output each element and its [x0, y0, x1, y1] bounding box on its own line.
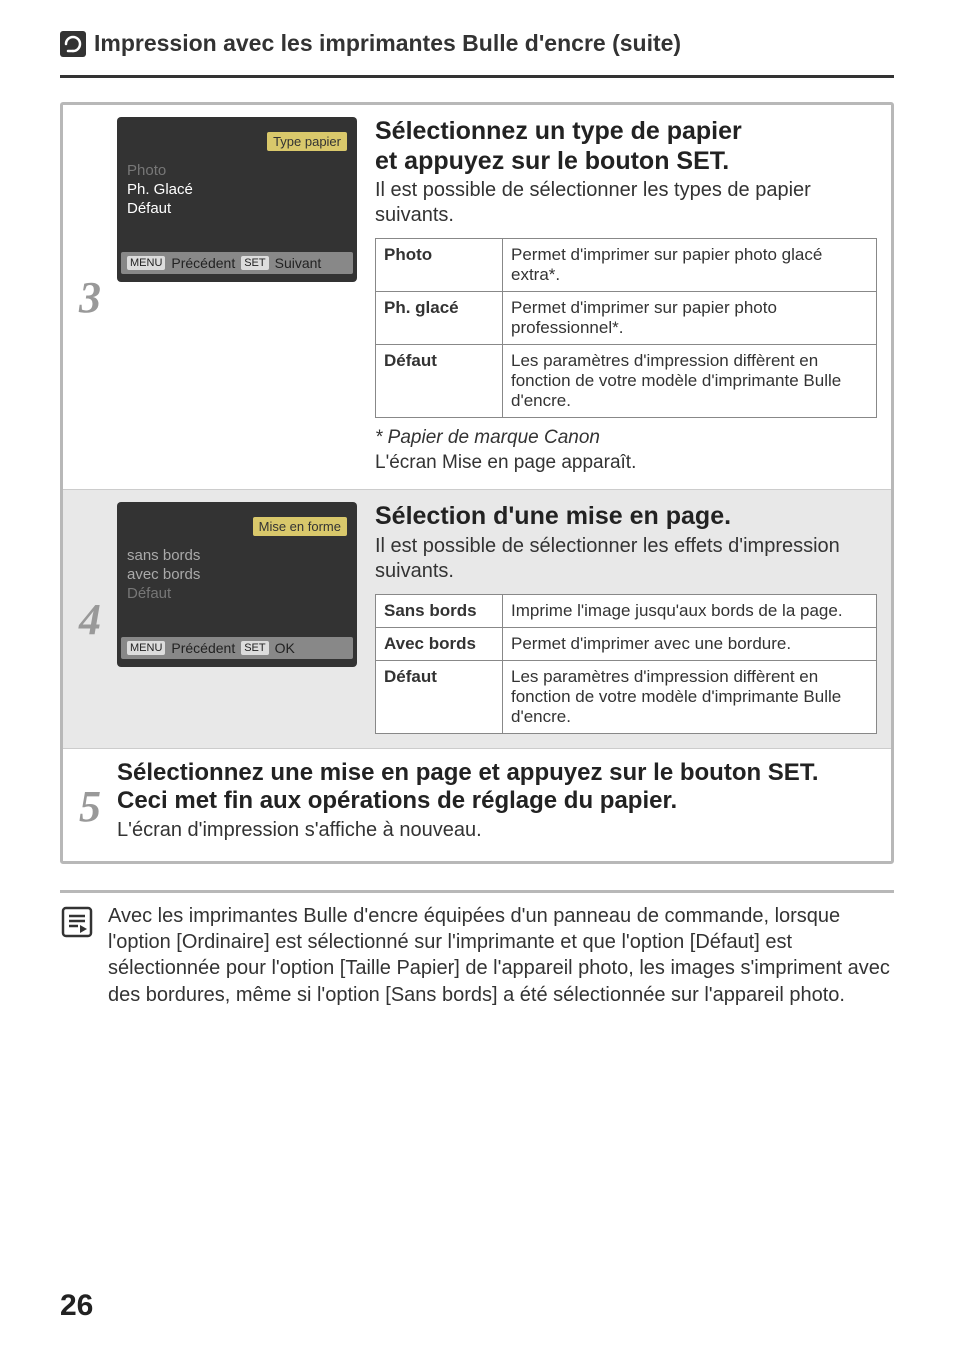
step-4-content: Sélection d'une mise en page. Il est pos… [375, 502, 877, 734]
step-5: 5 Sélectionnez une mise en page et appuy… [63, 749, 891, 861]
menu-pill: MENU [127, 256, 165, 270]
cell-val: Permet d'imprimer sur papier photo profe… [503, 292, 877, 345]
menu-pill: MENU [127, 641, 165, 655]
cell-val: Les paramètres d'impression diffèrent en… [503, 345, 877, 418]
cam-line: Défaut [121, 199, 353, 218]
table-row: Ph. glacéPermet d'imprimer sur papier ph… [376, 292, 877, 345]
set-pill: SET [241, 256, 268, 270]
layout-table: Sans bordsImprime l'image jusqu'aux bord… [375, 594, 877, 734]
set-pill: SET [241, 641, 268, 655]
table-row: DéfautLes paramètres d'impression diffèr… [376, 345, 877, 418]
step-3-sub: Il est possible de sélectionner les type… [375, 178, 877, 228]
page-number: 26 [60, 1289, 93, 1323]
cam-foot-text: Précédent [171, 255, 235, 271]
step-3-num: 3 [79, 272, 101, 323]
cell-key: Photo [376, 239, 503, 292]
step-3: 3 Type papier Photo Ph. Glacé Défaut MEN… [63, 105, 891, 489]
cell-val: Permet d'imprimer avec une bordure. [503, 627, 877, 660]
cell-val: Permet d'imprimer sur papier photo glacé… [503, 239, 877, 292]
cam-badge: Type papier [267, 132, 347, 151]
camera-screenshot-3: Type papier Photo Ph. Glacé Défaut MENU … [117, 117, 357, 475]
table-row: Avec bordsPermet d'imprimer avec une bor… [376, 627, 877, 660]
cam-line: Ph. Glacé [121, 180, 353, 199]
cell-val: Imprime l'image jusqu'aux bords de la pa… [503, 594, 877, 627]
steps-box: 3 Type papier Photo Ph. Glacé Défaut MEN… [60, 102, 894, 864]
title-bar: Impression avec les imprimantes Bulle d'… [60, 30, 894, 57]
cam-footer: MENU Précédent SET Suivant [121, 252, 353, 274]
step-number: 5 [63, 759, 117, 843]
paper-type-table: PhotoPermet d'imprimer sur papier photo … [375, 238, 877, 418]
step-5-content: Sélectionnez une mise en page et appuyez… [117, 759, 875, 843]
cell-key: Avec bords [376, 627, 503, 660]
footnote-text: Avec les imprimantes Bulle d'encre équip… [108, 903, 894, 1009]
camera-screenshot-4: Mise en forme sans bords avec bords Défa… [117, 502, 357, 734]
cam-badge: Mise en forme [253, 517, 347, 536]
cam-foot-text: Précédent [171, 640, 235, 656]
step-5-sub: L'écran d'impression s'affiche à nouveau… [117, 818, 875, 843]
cam-foot-text: Suivant [275, 255, 322, 271]
step-4-num: 4 [79, 594, 101, 645]
cell-key: Défaut [376, 660, 503, 733]
table-row: DéfautLes paramètres d'impression diffèr… [376, 660, 877, 733]
note-icon [60, 903, 98, 1009]
cell-key: Sans bords [376, 594, 503, 627]
table-row: Sans bordsImprime l'image jusqu'aux bord… [376, 594, 877, 627]
table-row: PhotoPermet d'imprimer sur papier photo … [376, 239, 877, 292]
cam-foot-text: OK [275, 640, 295, 656]
step-3-content: Sélectionnez un type de papier et appuye… [375, 117, 877, 475]
cam-line: Photo [121, 161, 353, 180]
footnote: Avec les imprimantes Bulle d'encre équip… [60, 890, 894, 1009]
cam-line: avec bords [121, 565, 353, 584]
step-3-heading: Sélectionnez un type de papier et appuye… [375, 117, 877, 176]
cell-key: Défaut [376, 345, 503, 418]
page: Impression avec les imprimantes Bulle d'… [0, 0, 954, 1345]
cell-key: Ph. glacé [376, 292, 503, 345]
step-4-heading: Sélection d'une mise en page. [375, 502, 877, 532]
step-4: 4 Mise en forme sans bords avec bords Dé… [63, 490, 891, 748]
step-number: 4 [63, 490, 117, 748]
step-5-heading: Sélectionnez une mise en page et appuyez… [117, 759, 875, 816]
note-italic: * Papier de marque Canon [375, 427, 600, 448]
heading-line: et appuyez sur le bouton SET. [375, 147, 729, 175]
step-3-note: * Papier de marque Canon L'écran Mise en… [375, 426, 877, 475]
cell-val: Les paramètres d'impression diffèrent en… [503, 660, 877, 733]
cam-line: Défaut [121, 584, 353, 603]
step-4-sub: Il est possible de sélectionner les effe… [375, 534, 877, 584]
cam-footer: MENU Précédent SET OK [121, 637, 353, 659]
step-number: 3 [63, 105, 117, 489]
page-title: Impression avec les imprimantes Bulle d'… [94, 30, 681, 57]
title-underline [60, 75, 894, 78]
print-icon [60, 31, 86, 57]
heading-line: Sélectionnez un type de papier [375, 117, 742, 145]
cam-line: sans bords [121, 546, 353, 565]
note-rest: L'écran Mise en page apparaît. [375, 452, 636, 473]
step-5-num: 5 [79, 781, 101, 832]
